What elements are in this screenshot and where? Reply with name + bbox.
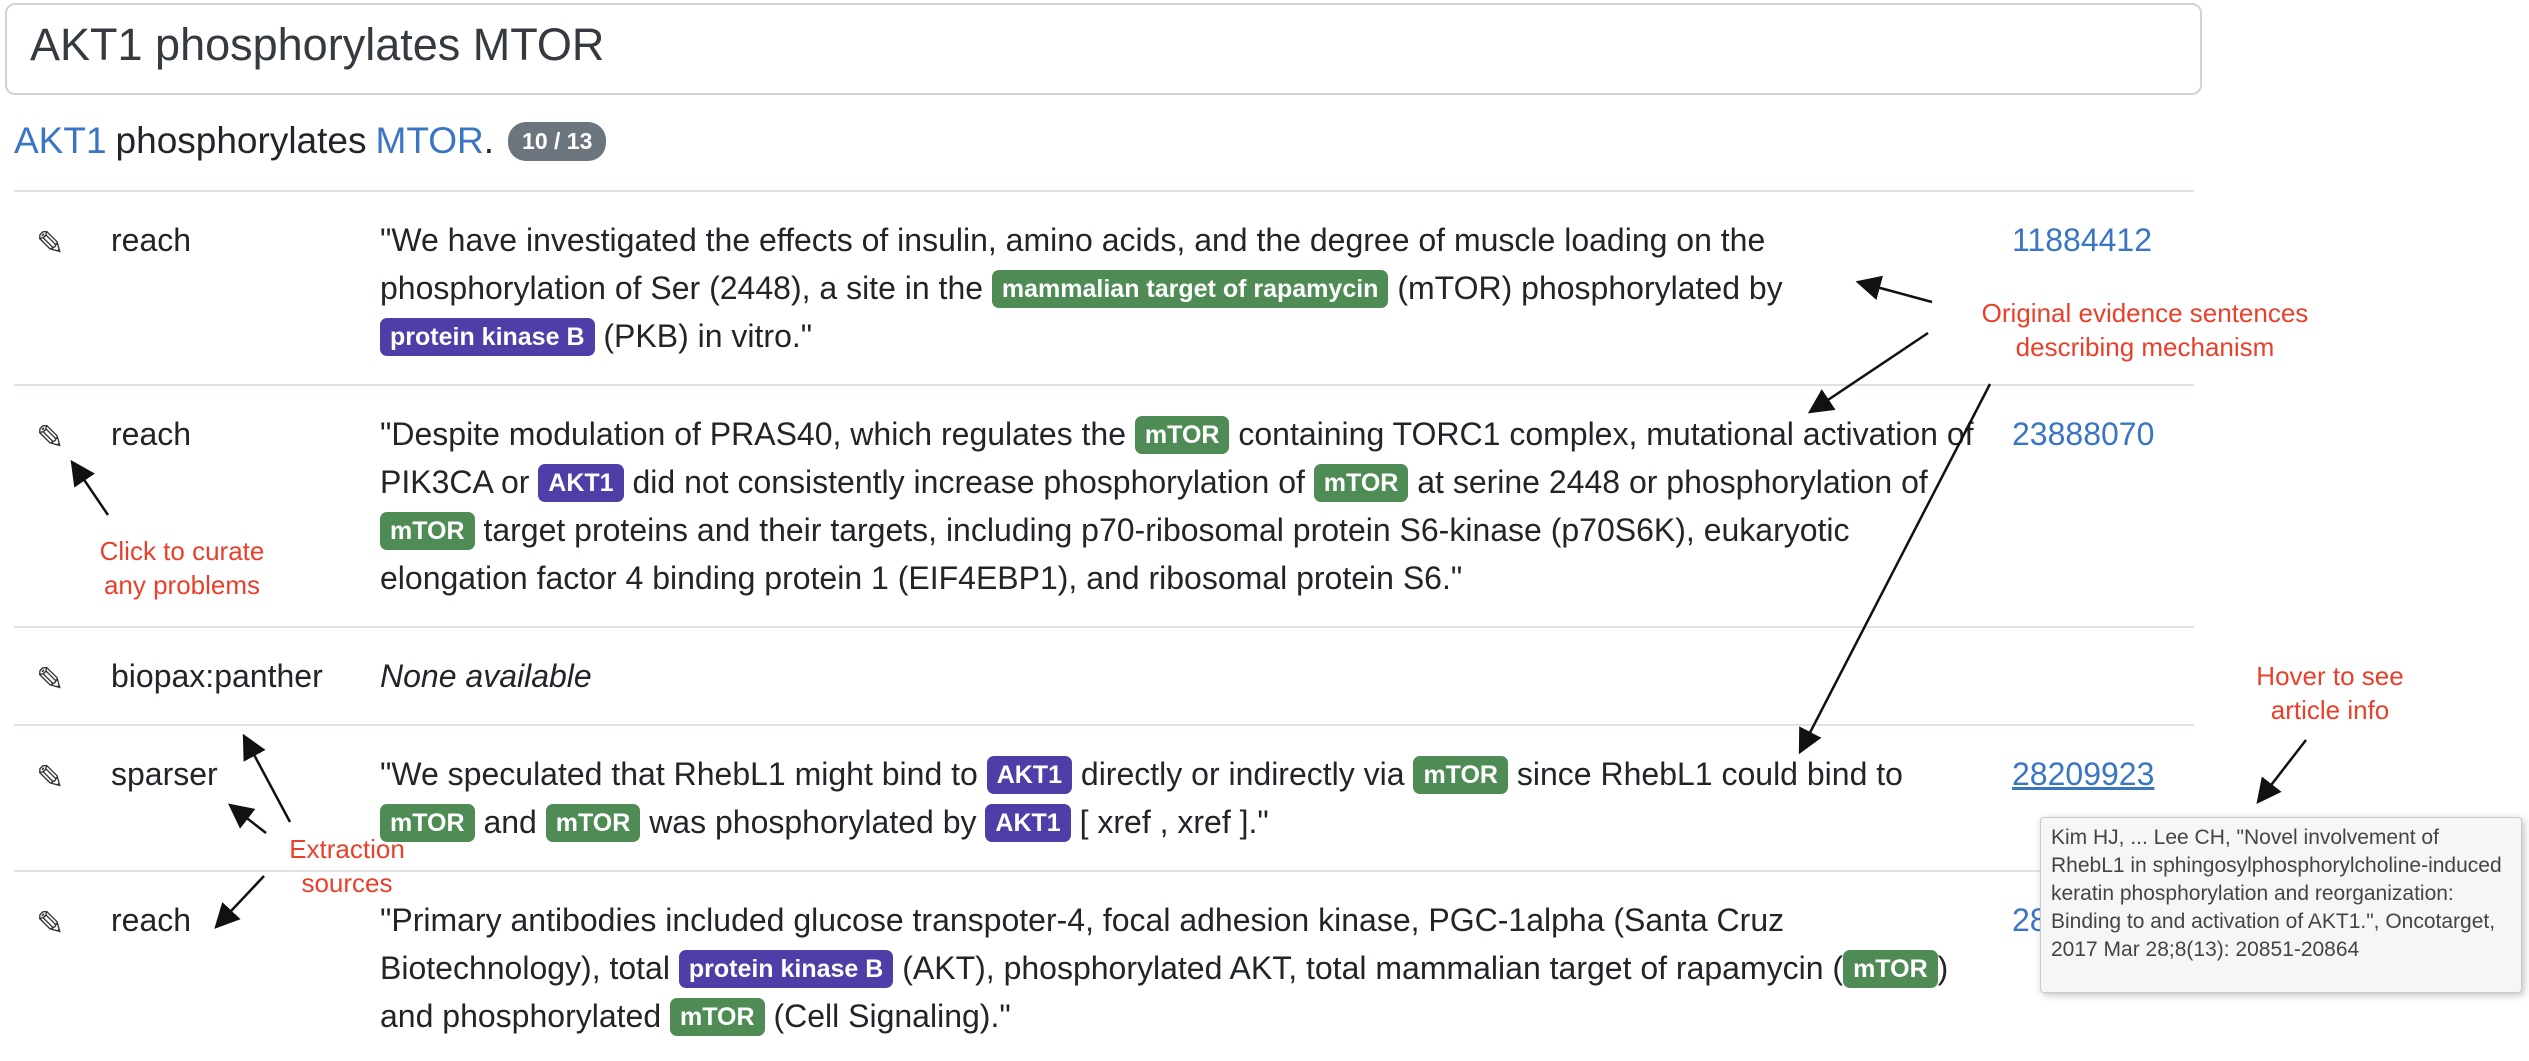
evidence-row: ✎ biopax:panther None available	[14, 626, 2194, 724]
arrow	[2256, 739, 2307, 804]
entity-tag[interactable]: protein kinase B	[678, 950, 894, 988]
article-info-tooltip: Kim HJ, ... Lee CH, "Novel involvement o…	[2040, 817, 2522, 993]
evidence-text: "Primary antibodies included glucose tra…	[380, 902, 1785, 986]
annotation-curate: Click to curate any problems	[99, 536, 265, 600]
extraction-source: sparser	[111, 756, 218, 792]
pencil-icon[interactable]: ✎	[36, 661, 65, 699]
statement-verb: phosphorylates	[115, 120, 367, 161]
entity-tag[interactable]: AKT1	[986, 756, 1072, 794]
entity-tag[interactable]: mTOR	[1843, 950, 1938, 988]
evidence-row: ✎ reach "We have investigated the effect…	[14, 190, 2194, 384]
evidence-text: did not consistently increase phosphoryl…	[623, 464, 1314, 500]
annotation-original-evidence: Original evidence sentences describing m…	[1981, 298, 2309, 362]
evidence-row: ✎ reach "Primary antibodies included glu…	[14, 870, 2194, 1061]
evidence-text: at serine 2448 or phosphorylation of	[1408, 464, 1928, 500]
evidence-text: directly or indirectly via	[1072, 756, 1414, 792]
annotation-hover: Hover to see article info	[2256, 661, 2404, 725]
evidence-text: (AKT), phosphorylated AKT, total mammali…	[893, 950, 1844, 986]
entity-tag[interactable]: mTOR	[1413, 756, 1508, 794]
no-evidence-text: None available	[380, 658, 592, 694]
evidence-text: was phosphorylated by	[640, 804, 986, 840]
evidence-sentence: "Primary antibodies included glucose tra…	[380, 896, 1980, 1040]
entity-tag[interactable]: AKT1	[985, 804, 1071, 842]
pencil-icon[interactable]: ✎	[36, 419, 65, 457]
evidence-text: (mTOR) phosphorylated by	[1388, 270, 1783, 306]
annotation-extraction: Extraction sources	[289, 834, 405, 898]
extraction-source: reach	[111, 902, 192, 938]
pmid-link[interactable]: 11884412	[2012, 222, 2152, 258]
entity-tag[interactable]: mammalian target of rapamycin	[991, 270, 1389, 308]
extraction-source: reach	[111, 416, 192, 452]
entity-tag[interactable]: mTOR	[1313, 464, 1409, 502]
subject-agent[interactable]: AKT1	[14, 120, 107, 161]
evidence-text: ) and phosphorylated	[380, 950, 1949, 1034]
evidence-text: "Despite modulation of PRAS40, which reg…	[380, 416, 1135, 452]
evidence-text: since RhebL1 could bind to	[1508, 756, 1903, 792]
entity-tag[interactable]: mTOR	[670, 998, 765, 1036]
entity-tag[interactable]: mTOR	[380, 804, 475, 842]
evidence-sentence: "Despite modulation of PRAS40, which reg…	[380, 410, 1980, 602]
evidence-text: (PKB) in vitro."	[594, 318, 813, 354]
evidence-sentence: "We speculated that RhebL1 might bind to…	[380, 750, 1980, 846]
pencil-icon[interactable]: ✎	[36, 225, 65, 263]
pencil-icon[interactable]: ✎	[36, 759, 65, 797]
evidence-text: and	[474, 804, 546, 840]
pencil-icon[interactable]: ✎	[36, 905, 65, 943]
statement-period: .	[483, 120, 495, 161]
evidence-row: ✎ reach "Despite modulation of PRAS40, w…	[14, 384, 2194, 626]
evidence-text: "We speculated that RhebL1 might bind to	[380, 756, 987, 792]
entity-tag[interactable]: mTOR	[1134, 416, 1230, 454]
pmid-link[interactable]: 28209923	[2012, 756, 2155, 792]
extraction-source: reach	[111, 222, 192, 258]
page-title: AKT1 phosphorylates MTOR	[30, 19, 605, 70]
evidence-row: ✎ sparser "We speculated that RhebL1 mig…	[14, 724, 2194, 870]
evidence-count-badge: 10 / 13	[508, 121, 607, 161]
extraction-source: biopax:panther	[111, 658, 323, 694]
pmid-link[interactable]: 23888070	[2012, 416, 2155, 452]
evidence-text: "We have investigated the effects of ins…	[380, 222, 1766, 306]
entity-tag[interactable]: mTOR	[380, 512, 475, 550]
entity-tag[interactable]: AKT1	[538, 464, 624, 502]
title-box: AKT1 phosphorylates MTOR	[5, 3, 2202, 95]
object-agent[interactable]: MTOR	[375, 120, 484, 161]
evidence-text: (Cell Signaling)."	[764, 998, 1011, 1034]
entity-tag[interactable]: mTOR	[545, 804, 641, 842]
entity-tag[interactable]: protein kinase B	[380, 318, 595, 356]
statement-header: AKT1 phosphorylates MTOR. 10 / 13	[14, 120, 607, 162]
evidence-text: target proteins and their targets, inclu…	[380, 512, 1850, 596]
evidence-sentence: "We have investigated the effects of ins…	[380, 216, 1900, 360]
evidence-text: [ xref , xref ]."	[1070, 804, 1269, 840]
